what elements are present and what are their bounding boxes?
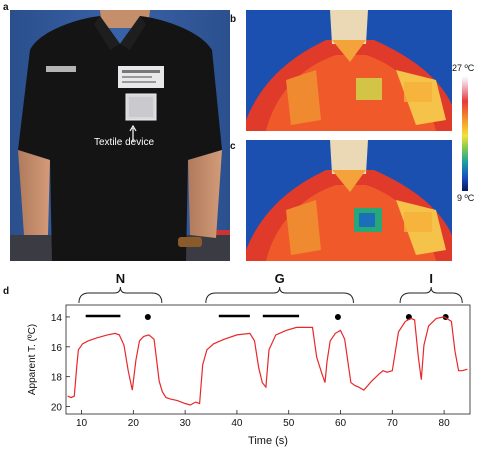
thermal-image-c [246,140,452,261]
y-tick-label: 20 [51,403,63,414]
panel-label-b: b [230,14,237,25]
shirt-photo-drawing [10,10,230,261]
panel-label-a: a [3,2,9,13]
x-tick-label: 10 [76,418,88,429]
x-tick-label: 40 [231,418,243,429]
colorbar-min-label: 9 ºC [457,193,475,203]
group-label: G [275,271,285,286]
device-label: Textile device [94,137,155,148]
x-tick-label: 80 [439,418,451,429]
dot-marker [144,314,151,320]
colorbar-max-label: 27 ºC [452,63,475,73]
dot-marker [334,314,341,320]
temperature-chart: N G I 10 20 30 40 50 60 70 80 14 16 18 20 Time (s) A… [27,271,471,447]
thermal-image-b [246,10,452,131]
y-tick-label: 14 [51,313,63,324]
group-bracket [205,286,354,304]
x-axis: 10 20 30 40 50 60 70 80 [76,410,450,429]
panel-label-d: d [3,286,10,297]
y-axis-label: Apparent T. (ºC) [27,324,38,395]
y-tick-label: 16 [51,343,63,354]
temperature-series-line [67,316,468,406]
group-bracket [78,286,163,304]
x-tick-label: 30 [180,418,192,429]
x-axis-label: Time (s) [248,435,288,447]
x-tick-label: 50 [283,418,295,429]
plot-frame [65,304,471,415]
group-label: N [116,271,125,286]
colorbar [462,76,468,191]
photo-shirt: Textile device [10,10,230,261]
x-tick-label: 70 [387,418,399,429]
group-label: I [429,271,433,286]
panel-label-c: c [230,141,236,152]
x-tick-label: 60 [335,418,347,429]
y-axis: 14 16 18 20 [51,313,70,414]
y-tick-label: 18 [51,373,63,384]
x-tick-label: 20 [128,418,140,429]
condition-markers [85,314,449,320]
group-bracket [399,286,463,304]
